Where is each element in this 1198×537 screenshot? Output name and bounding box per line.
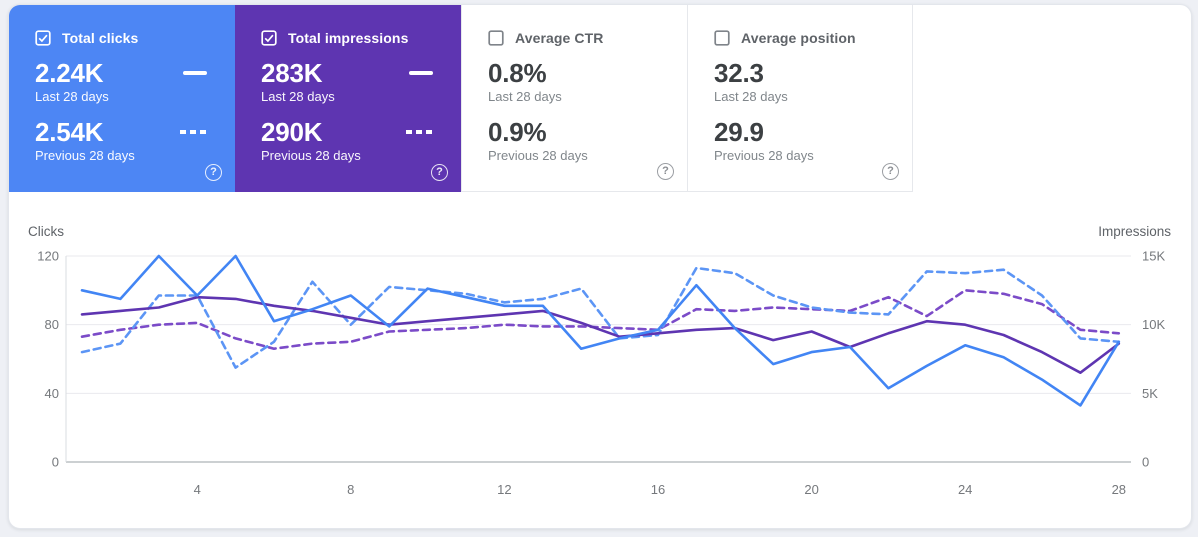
card-title: Total impressions (288, 30, 409, 46)
help-icon[interactable]: ? (431, 164, 448, 181)
help-icon[interactable]: ? (882, 163, 899, 180)
metric-caption-previous: Previous 28 days (35, 148, 135, 163)
left-axis-tick-label: 120 (37, 249, 59, 264)
right-axis-tick-label: 15K (1142, 249, 1165, 264)
left-axis-tick-label: 80 (45, 317, 59, 332)
card-header: Average CTR (488, 29, 687, 47)
metric-card-average-position[interactable]: Average position 32.3 Last 28 days 29.9 … (687, 5, 913, 192)
metric-caption-previous: Previous 28 days (261, 148, 361, 163)
left-axis-tick-label: 40 (45, 386, 59, 401)
series-line-total-clicks-last-28-days[interactable] (80, 254, 1121, 407)
left-axis-tick-label: 0 (52, 455, 59, 470)
x-axis-tick-label: 28 (1112, 482, 1126, 497)
checkbox-unchecked-icon[interactable] (714, 30, 730, 46)
metric-value-previous: 290K (261, 119, 461, 145)
metric-card-average-ctr[interactable]: Average CTR 0.8% Last 28 days 0.9% Previ… (461, 5, 687, 192)
performance-chart[interactable]: 0 40 80 120 0 5K 10K 15K 4 8 12 16 20 24 28 (9, 5, 1192, 529)
solid-line-indicator (409, 71, 433, 75)
checkbox-unchecked-icon[interactable] (488, 30, 504, 46)
card-title: Average CTR (515, 30, 604, 46)
right-axis-tick-label: 5K (1142, 386, 1158, 401)
card-header: Total clicks (35, 29, 235, 47)
metric-card-total-impressions[interactable]: Total impressions 283K Last 28 days 290K… (235, 5, 461, 192)
left-axis-title: Clicks (28, 224, 64, 239)
x-axis-tick-label: 8 (347, 482, 354, 497)
card-title: Average position (741, 30, 856, 46)
series-line-total-impressions-last-28-days[interactable] (80, 295, 1121, 375)
metric-card-total-clicks[interactable]: Total clicks 2.24K Last 28 days 2.54K Pr… (9, 5, 235, 192)
series-line-total-impressions-previous-28-days[interactable] (80, 288, 1121, 351)
metric-caption-current: Last 28 days (35, 89, 109, 104)
dashed-line-indicator (406, 130, 433, 134)
dashed-line-indicator (180, 130, 207, 134)
x-axis-tick-label: 4 (194, 482, 201, 497)
card-header: Average position (714, 29, 912, 47)
metric-caption-previous: Previous 28 days (488, 148, 588, 163)
metric-value-previous: 2.54K (35, 119, 235, 145)
metric-value-previous: 29.9 (714, 117, 764, 147)
right-axis-title: Impressions (1098, 224, 1171, 239)
card-title: Total clicks (62, 30, 139, 46)
right-axis-tick-label: 0 (1142, 455, 1149, 470)
x-axis-tick-label: 24 (958, 482, 972, 497)
metric-value-current: 2.24K (35, 60, 235, 86)
right-axis-tick-label: 10K (1142, 317, 1165, 332)
x-axis-tick-label: 20 (804, 482, 818, 497)
metric-caption-current: Last 28 days (714, 89, 788, 104)
metric-caption-current: Last 28 days (261, 89, 335, 104)
metric-value-current: 283K (261, 60, 461, 86)
metric-value-current: 32.3 (714, 58, 764, 88)
x-axis-tick-label: 16 (651, 482, 665, 497)
help-icon[interactable]: ? (657, 163, 674, 180)
checkbox-checked-icon[interactable] (261, 30, 277, 46)
performance-panel: Total clicks 2.24K Last 28 days 2.54K Pr… (8, 4, 1192, 529)
card-header: Total impressions (261, 29, 461, 47)
metric-value-previous: 0.9% (488, 117, 547, 147)
metric-caption-current: Last 28 days (488, 89, 562, 104)
series-line-total-clicks-previous-28-days[interactable] (80, 266, 1121, 369)
help-icon[interactable]: ? (205, 164, 222, 181)
metric-value-current: 0.8% (488, 58, 547, 88)
checkbox-checked-icon[interactable] (35, 30, 51, 46)
solid-line-indicator (183, 71, 207, 75)
x-axis-tick-label: 12 (497, 482, 511, 497)
metric-cards-row: Total clicks 2.24K Last 28 days 2.54K Pr… (9, 5, 1191, 192)
metric-caption-previous: Previous 28 days (714, 148, 814, 163)
